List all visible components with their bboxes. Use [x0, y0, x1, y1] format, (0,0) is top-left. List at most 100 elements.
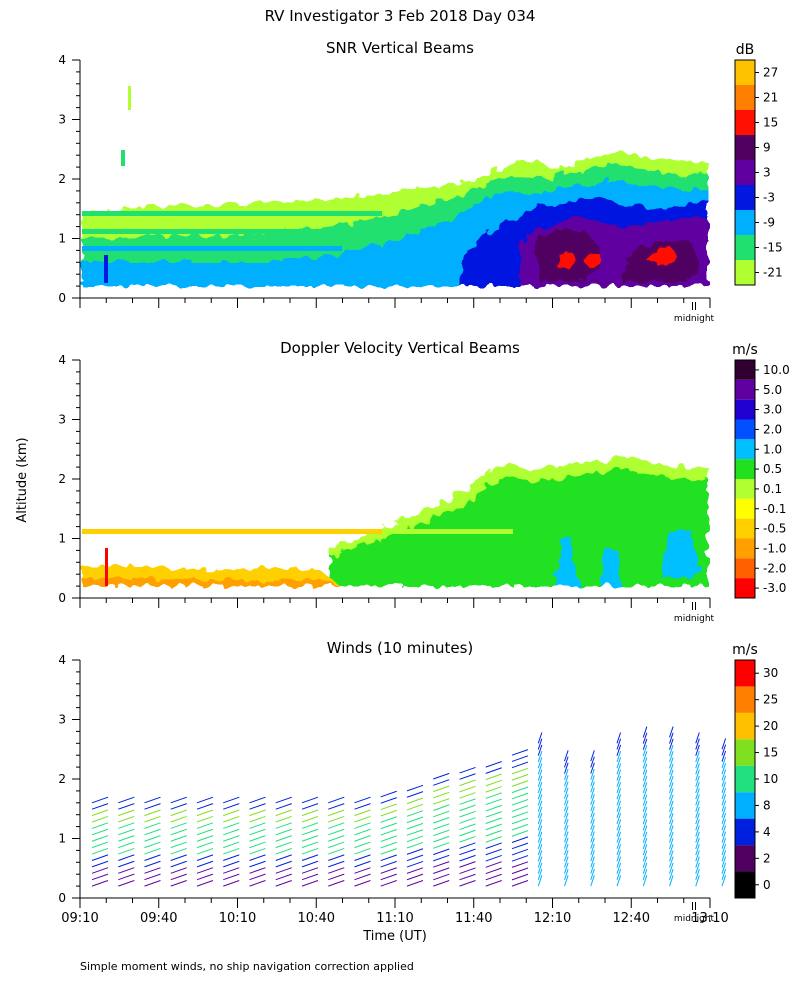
wind-profile [695, 732, 700, 887]
wind-barb [275, 860, 292, 868]
wind-barb [328, 809, 345, 817]
doppler-layer-cyan-3 [660, 528, 700, 580]
wind-barb [564, 875, 569, 887]
wind-barb [118, 847, 135, 855]
wind-barb [196, 867, 214, 874]
wind-barb [275, 803, 292, 810]
y-tick-label: 2 [58, 772, 66, 786]
colorbar-label: 0.1 [763, 482, 782, 496]
colorbar-label: -0.1 [763, 502, 786, 516]
wind-profile [485, 761, 502, 887]
wind-barb [721, 806, 727, 818]
wind-barb [564, 850, 569, 862]
snr-core-1 [556, 252, 576, 270]
wind-barb [485, 798, 502, 806]
colorbar-swatch [735, 379, 755, 400]
x-tick-label: 12:40 [613, 911, 650, 926]
wind-barb [616, 744, 622, 756]
y-tick-label: 4 [58, 653, 66, 667]
wind-barb [301, 867, 319, 874]
wind-barb [406, 803, 424, 811]
wind-barb [275, 854, 292, 861]
colorbar-label: 27 [763, 66, 778, 80]
y-tick-label: 0 [58, 591, 66, 605]
wind-barb [537, 844, 543, 856]
wind-barb [406, 860, 424, 868]
wind-barb [669, 744, 674, 757]
wind-barb [406, 797, 424, 805]
wind-barb [616, 794, 622, 806]
wind-barb [721, 862, 727, 874]
wind-barb [328, 867, 345, 874]
wind-barb [590, 825, 595, 837]
wind-barb [223, 854, 240, 861]
wind-barb [223, 809, 240, 817]
wind-barb [301, 841, 319, 849]
wind-barb [616, 750, 622, 763]
wind-barb [669, 868, 674, 881]
colorbar-label: 30 [763, 666, 778, 680]
colorbar-swatch [735, 871, 755, 898]
wind-barb [537, 819, 543, 831]
wind-barb [590, 756, 595, 768]
wind-barb [354, 809, 371, 817]
wind-barb [433, 829, 450, 837]
wind-barb [616, 819, 622, 831]
wind-barb [354, 803, 371, 810]
wind-barb [590, 781, 595, 793]
wind-barb [328, 796, 345, 804]
wind-barb [301, 835, 319, 842]
wind-barb [170, 860, 187, 868]
wind-barb [301, 847, 319, 855]
wind-profile [537, 732, 543, 887]
snr-spike-1 [121, 150, 125, 166]
colorbar-label: 0 [763, 878, 771, 892]
wind-barb [537, 744, 543, 756]
wind-profile [564, 750, 569, 887]
wind-barb [196, 841, 214, 849]
wind-barb [223, 841, 240, 849]
colorbar-swatch [735, 818, 755, 846]
wind-barb [118, 815, 135, 823]
colorbar-label: 1.0 [763, 442, 782, 456]
wind-barb [170, 822, 187, 829]
wind-barb [249, 796, 266, 804]
wind-profile [459, 766, 476, 887]
wind-barb [537, 769, 543, 781]
colorbar-swatch [735, 419, 755, 440]
colorbar-label: 4 [763, 825, 771, 839]
wind-barb [301, 854, 319, 861]
midnight-label: midnight [674, 614, 715, 624]
colorbar-label: -9 [763, 216, 775, 230]
wind-barb [380, 803, 397, 811]
wind-barb [616, 868, 622, 881]
wind-barb [642, 763, 648, 775]
wind-profile [144, 796, 161, 887]
wind-barb [642, 813, 648, 825]
wind-profile [721, 738, 727, 887]
wind-barb [433, 823, 450, 830]
wind-barb [328, 860, 345, 868]
wind-barb [537, 837, 543, 850]
wind-barb [406, 822, 424, 830]
wind-barb [642, 794, 648, 806]
wind-barb [380, 790, 397, 798]
y-tick-label: 0 [58, 891, 66, 905]
wind-barb [249, 828, 266, 836]
wind-barb [459, 766, 476, 774]
wind-barb [328, 815, 345, 823]
wind-barb [91, 796, 109, 804]
wind-barb [564, 756, 569, 768]
x-tick-label: 09:40 [140, 911, 177, 926]
wind-profile [170, 796, 187, 887]
wind-barb [590, 850, 595, 862]
wind-barb [616, 800, 622, 812]
wind-barb [564, 837, 569, 849]
wind-barb [301, 809, 319, 817]
wind-barb [354, 835, 371, 842]
axes-layer: 01234midnightdB27211593-3-9-15-2101234mi… [58, 42, 789, 926]
wind-barb [249, 854, 266, 861]
wind-barb [695, 775, 700, 787]
wind-barb [223, 873, 240, 881]
